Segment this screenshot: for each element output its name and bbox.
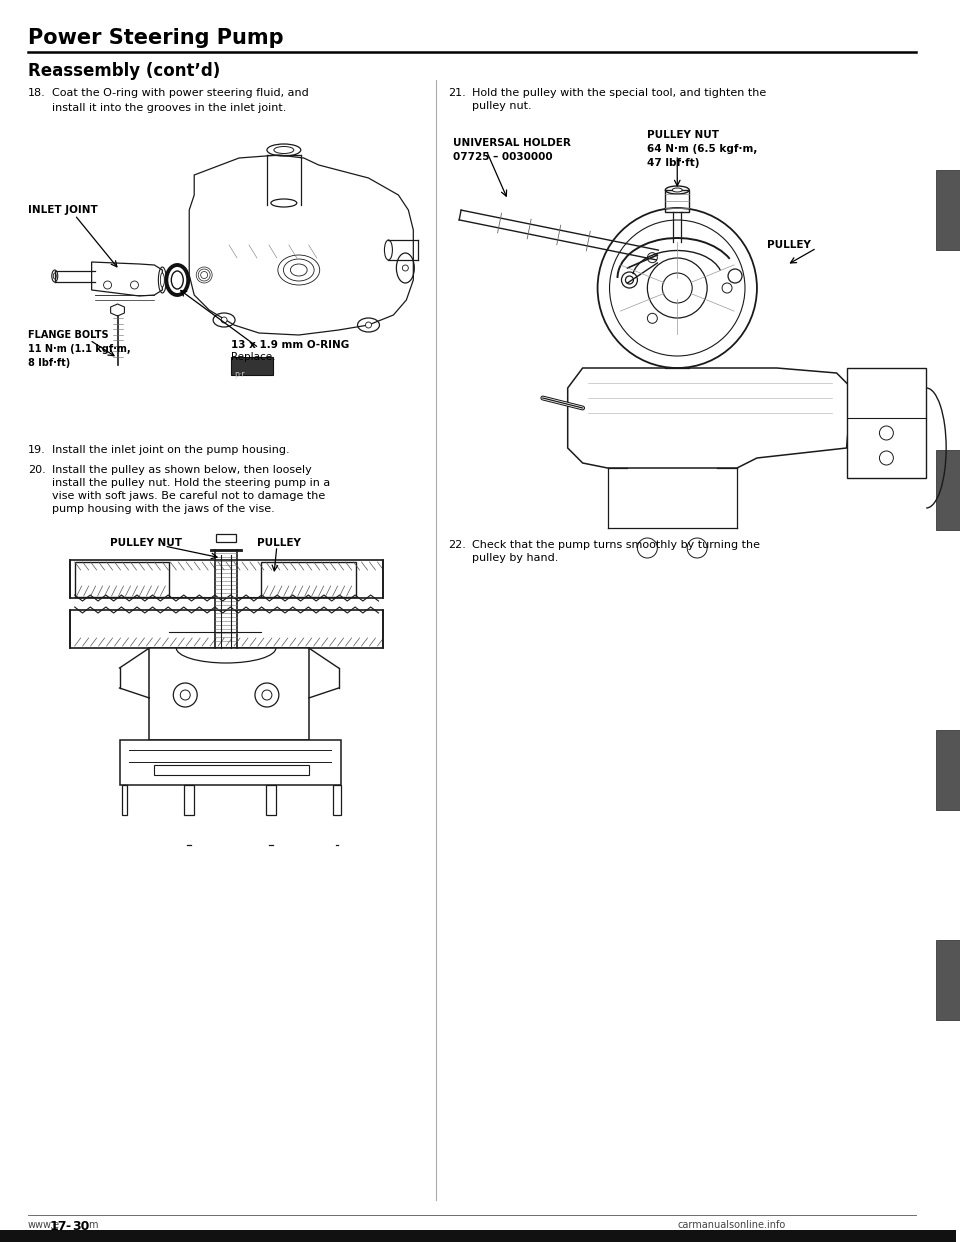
Bar (936, 730, 960, 810)
Text: Hold the pulley with the special tool, and tighten the: Hold the pulley with the special tool, a… (472, 88, 766, 98)
Text: 18.: 18. (28, 88, 46, 98)
Ellipse shape (274, 147, 294, 154)
Text: install the pulley nut. Hold the steering pump in a: install the pulley nut. Hold the steerin… (52, 478, 330, 488)
Circle shape (402, 265, 408, 271)
Text: www.e: www.e (28, 1220, 60, 1230)
Text: Power Steering Pump: Power Steering Pump (28, 29, 283, 48)
Text: FLANGE BOLTS
11 N·m (1.1 kgf·m,
8 lbf·ft): FLANGE BOLTS 11 N·m (1.1 kgf·m, 8 lbf·ft… (28, 330, 131, 368)
Text: Check that the pump turns smoothly by turning the: Check that the pump turns smoothly by tu… (472, 540, 760, 550)
Circle shape (366, 322, 372, 328)
Text: Reassembly (cont’d): Reassembly (cont’d) (28, 62, 220, 79)
Text: pump housing with the jaws of the vise.: pump housing with the jaws of the vise. (52, 504, 275, 514)
Text: INLET JOINT: INLET JOINT (28, 205, 98, 215)
Bar (333, 785, 341, 815)
Text: install it into the grooves in the inlet joint.: install it into the grooves in the inlet… (52, 103, 286, 113)
Text: PULLEY: PULLEY (767, 240, 811, 250)
Text: 21.: 21. (448, 88, 466, 98)
Bar (266, 785, 276, 815)
Bar (75, 561, 169, 597)
Text: Coat the O-ring with power steering fluid, and: Coat the O-ring with power steering flui… (52, 88, 308, 98)
Bar (936, 940, 960, 1020)
Text: 17: 17 (50, 1220, 67, 1233)
Text: p·r: p·r (234, 370, 245, 379)
Bar (150, 648, 309, 740)
Text: 22.: 22. (448, 540, 466, 550)
Text: PULLEY NUT: PULLEY NUT (109, 538, 181, 548)
Text: m: m (87, 1220, 97, 1230)
Text: pulley nut.: pulley nut. (472, 101, 532, 111)
Text: Replace.: Replace. (231, 351, 276, 361)
Circle shape (221, 317, 228, 323)
Text: 13 x 1.9 mm O-RING: 13 x 1.9 mm O-RING (231, 340, 349, 350)
Text: UNIVERSAL HOLDER
07725 – 0030000: UNIVERSAL HOLDER 07725 – 0030000 (453, 138, 571, 161)
Ellipse shape (160, 273, 164, 287)
Bar (216, 534, 236, 542)
Text: vise with soft jaws. Be careful not to damage the: vise with soft jaws. Be careful not to d… (52, 491, 325, 501)
Text: Install the inlet joint on the pump housing.: Install the inlet joint on the pump hous… (52, 445, 289, 455)
Bar (231, 356, 273, 375)
Bar (936, 170, 960, 250)
Bar (155, 765, 309, 775)
Bar (0, 1230, 956, 1242)
Text: PULLEY NUT
64 N·m (6.5 kgf·m,
47 lbf·ft): PULLEY NUT 64 N·m (6.5 kgf·m, 47 lbf·ft) (647, 130, 757, 168)
Text: Install the pulley as shown below, then loosely: Install the pulley as shown below, then … (52, 465, 312, 474)
Text: pulley by hand.: pulley by hand. (472, 553, 559, 563)
Bar (665, 190, 689, 212)
Ellipse shape (672, 188, 683, 193)
Text: 20.: 20. (28, 465, 46, 474)
Text: carmanualsonline.info: carmanualsonline.info (677, 1220, 785, 1230)
Bar (847, 368, 926, 478)
Bar (119, 740, 341, 785)
Bar (184, 785, 194, 815)
Text: 19.: 19. (28, 445, 46, 455)
Bar (261, 561, 355, 597)
Text: 30: 30 (72, 1220, 89, 1233)
Bar (936, 450, 960, 530)
Bar (122, 785, 128, 815)
Bar (70, 610, 383, 648)
Text: PULLEY: PULLEY (257, 538, 300, 548)
Text: -: - (65, 1220, 71, 1233)
Bar (70, 560, 383, 597)
